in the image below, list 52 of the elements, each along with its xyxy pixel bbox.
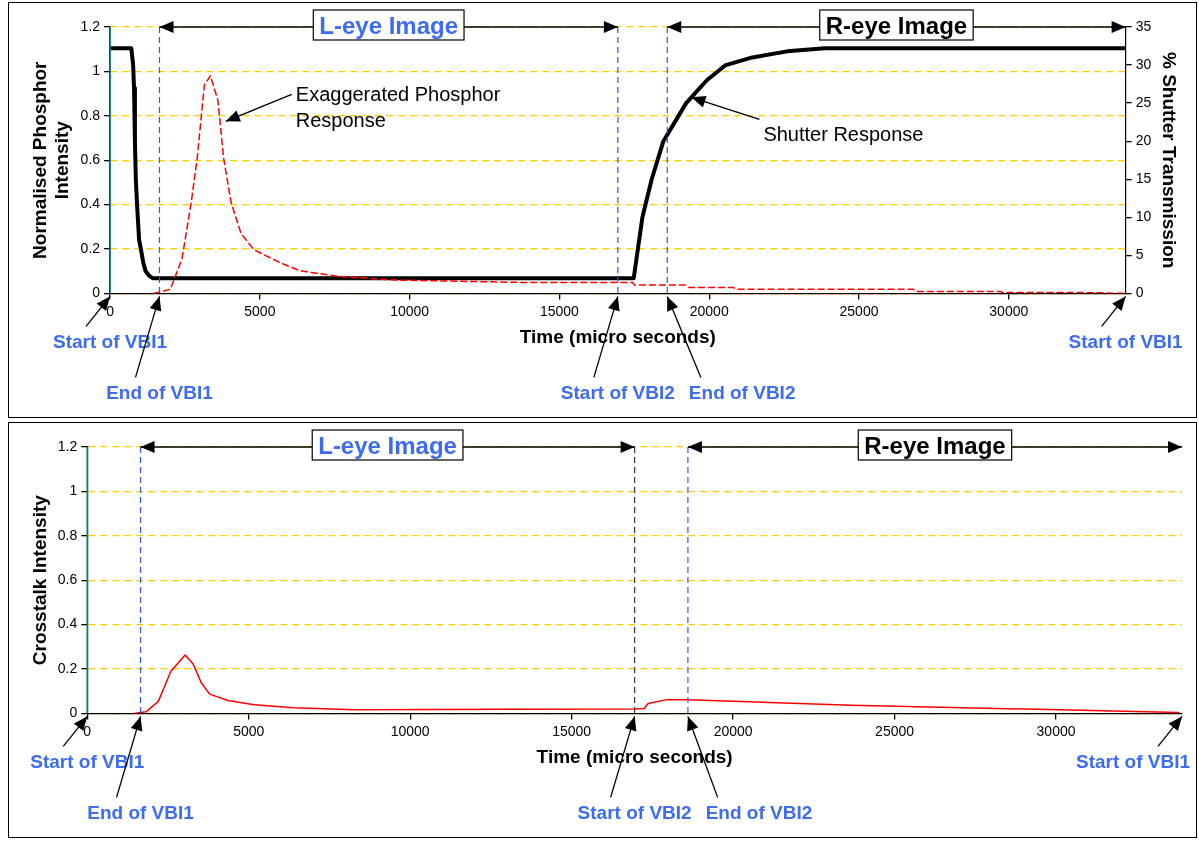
y-tick-label: 0 — [92, 284, 101, 301]
x-tick-label: 15000 — [539, 302, 580, 319]
y-axis-title: Normalised Phosphor Intensity — [28, 60, 73, 259]
ref-line-label: End of VBI2 — [705, 802, 813, 824]
x-tick-label: 0 — [106, 302, 115, 319]
annotation: Shutter Response — [763, 123, 924, 146]
annotation: R-eye Image — [825, 12, 968, 39]
y-tick-label: 0.6 — [57, 571, 78, 588]
y2-tick-label: 5 — [1135, 246, 1144, 263]
x-tick-label: 10000 — [390, 302, 430, 319]
x-tick-label: 25000 — [875, 722, 915, 739]
y2-tick-label: 15 — [1135, 170, 1152, 187]
x-tick-label: 10000 — [390, 722, 430, 739]
ref-line-label: Start of VBI2 — [577, 802, 692, 824]
ref-line-label: End of VBI1 — [87, 802, 195, 824]
text: Start of VBI1 — [1075, 751, 1191, 773]
x-tick-label: 30000 — [989, 302, 1029, 319]
y-tick-label: 0.2 — [57, 659, 78, 676]
annotation: R-eye Image — [864, 432, 1006, 459]
y-tick-label: 0.4 — [80, 195, 101, 212]
y-axis-title: Crosstalk Intensity — [28, 494, 50, 666]
y-tick-label: 1 — [69, 482, 78, 499]
x-tick-label: 30000 — [1036, 722, 1076, 739]
ref-line-label: Start of VBI2 — [560, 382, 675, 404]
y-tick-label: 0.8 — [80, 106, 101, 123]
y-tick-label: 0.8 — [57, 526, 78, 543]
x-tick-label: 15000 — [552, 722, 592, 739]
y-tick-label: 0.6 — [80, 151, 101, 168]
ref-line-label: End of VBI2 — [688, 382, 796, 404]
y-tick-label: 1 — [92, 62, 101, 79]
y-tick-label: 1.2 — [57, 437, 78, 454]
y-tick-label: 0.4 — [57, 615, 78, 632]
annotation: Exaggerated Phosphor Response — [295, 83, 501, 132]
y-tick-label: 0.2 — [80, 239, 101, 256]
x-tick-label: 20000 — [689, 302, 729, 319]
x-tick-label: 20000 — [713, 722, 753, 739]
y2-tick-label: 0 — [1135, 284, 1144, 301]
annotation: L-eye Image — [319, 12, 459, 39]
x-tick-label: 5000 — [233, 722, 265, 739]
x-tick-label: 5000 — [244, 302, 276, 319]
y2-tick-label: 25 — [1135, 93, 1152, 110]
y-tick-label: 1.2 — [80, 17, 101, 34]
ref-line-label: End of VBI1 — [106, 382, 214, 404]
y-tick-label: 0 — [69, 704, 78, 721]
y2-tick-label: 20 — [1135, 132, 1152, 149]
y2-tick-label: 10 — [1135, 208, 1152, 225]
x-tick-label: 25000 — [839, 302, 879, 319]
y2-tick-label: 35 — [1135, 17, 1152, 34]
annotation: L-eye Image — [318, 432, 457, 459]
y2-axis-title: % Shutter Transmission — [1159, 51, 1181, 269]
y2-tick-label: 30 — [1135, 55, 1152, 72]
text: Start of VBI1 — [1068, 331, 1184, 353]
